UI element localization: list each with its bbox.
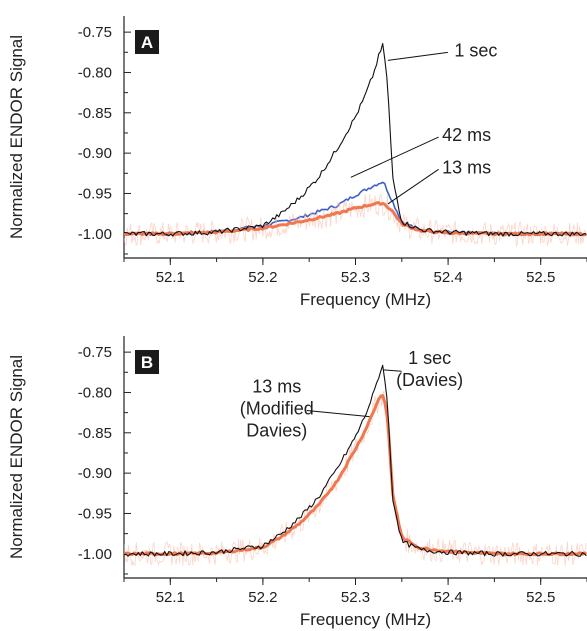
y-tick-label: -0.85 [78,105,112,122]
y-axis-label: Normalized ENDOR Signal [7,355,26,559]
y-axis-label: Normalized ENDOR Signal [7,35,26,239]
annotation-leader [387,51,448,61]
x-axis-label: Frequency (MHz) [300,610,431,629]
annotation-label: 13 ms (Modified Davies) [240,376,314,440]
series-13-ms [124,201,587,237]
y-tick-label: -0.80 [78,384,112,401]
annotation-line: Davies) [246,420,307,440]
y-tick-label: -1.00 [78,226,112,243]
series-noise [124,390,587,566]
annotation-line: 1 sec [454,40,497,60]
panel-a: -0.75 -0.80 -0.85 -0.90 -0.95 -1.00 52.1 52.2 52… [7,16,587,309]
annotation: 13 ms (Modified Davies) [240,376,370,440]
series-13-ms-modified-davies [124,394,587,557]
annotation-label: 42 ms [442,125,491,145]
annotation: 1 sec [387,40,497,61]
y-tick-label: -0.95 [78,505,112,522]
x-tick-label: 52.1 [156,589,185,606]
annotation-line: (Modified [240,398,314,418]
x-tick-label: 52.4 [433,589,462,606]
annotation-line: 13 ms [252,376,301,396]
panel-letter: A [141,33,153,52]
x-tick-label: 52.2 [248,269,277,286]
panel-letter: B [141,353,153,372]
x-tick-label: 52.3 [341,589,370,606]
y-tick-label: -0.90 [78,145,112,162]
annotation: 13 ms [387,157,491,205]
x-tick-label: 52.2 [248,589,277,606]
y-tick-label: -1.00 [78,546,112,563]
annotation: 42 ms [350,125,491,178]
annotation-leader [383,369,402,372]
annotation-label: 1 sec (Davies) [396,348,463,390]
panel-badge [135,30,159,54]
y-tick-label: -0.90 [78,465,112,482]
y-tick-label: -0.85 [78,425,112,442]
plot-area [124,364,587,566]
series-1-sec-davies [124,364,587,557]
annotation-line: 1 sec [408,348,451,368]
x-tick-label: 52.3 [341,269,370,286]
series-1-sec [124,42,587,237]
annotation-leader [387,168,439,205]
x-tick-label: 52.4 [433,269,462,286]
plot-area [124,42,587,248]
y-tick-label: -0.95 [78,185,112,202]
annotation-label: 13 ms [442,157,491,177]
x-tick-label: 52.1 [156,269,185,286]
panel-b: -0.75 -0.80 -0.85 -0.90 -0.95 -1.00 52.1 52.2 52… [7,336,587,629]
y-tick-label: -0.75 [78,24,112,41]
x-axis-label: Frequency (MHz) [300,290,431,309]
x-tick-label: 52.5 [526,589,555,606]
annotation-leader [350,136,439,178]
series-noise [124,192,587,248]
annotation: 1 sec (Davies) [383,348,463,390]
annotation-line: 42 ms [442,125,491,145]
panel-badge [135,350,159,374]
annotation-line: (Davies) [396,370,463,390]
annotation-leader [306,409,370,418]
x-tick-label: 52.5 [526,269,555,286]
y-tick-label: -0.80 [78,64,112,81]
annotation-line: 13 ms [442,157,491,177]
y-tick-label: -0.75 [78,344,112,361]
annotation-label: 1 sec [454,40,497,60]
